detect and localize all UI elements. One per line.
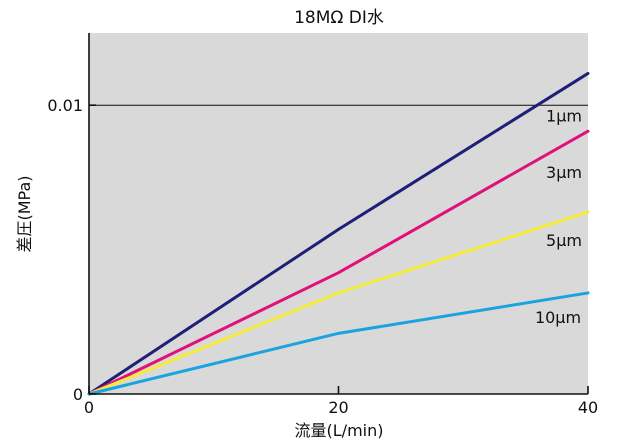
y-tick-label-0: 0 (73, 385, 83, 404)
series-label-3: 10μm (535, 308, 581, 327)
x-tick-label-2: 40 (578, 398, 598, 417)
series-line-3 (87, 291, 590, 396)
series-label-0: 1μm (546, 106, 582, 125)
series-label-1: 3μm (546, 163, 582, 182)
series-label-2: 5μm (546, 231, 582, 250)
series-line-1 (87, 129, 590, 396)
tick-layer: 0 20 40 0 0.01 (47, 96, 598, 417)
y-axis-label: 差圧(MPa) (15, 175, 34, 252)
x-axis-label: 流量(L/min) (295, 421, 384, 440)
label-layer: 1μm 3μm 5μm 10μm (535, 106, 582, 326)
x-tick-label-1: 20 (328, 398, 348, 417)
x-tick-label-0: 0 (84, 398, 94, 417)
series-line-0 (87, 71, 590, 396)
chart-title: 18MΩ DI水 (294, 8, 384, 28)
y-tick-label-1: 0.01 (47, 96, 83, 115)
series-layer (87, 71, 590, 396)
plot-background (89, 33, 588, 394)
series-line-2 (87, 210, 590, 396)
